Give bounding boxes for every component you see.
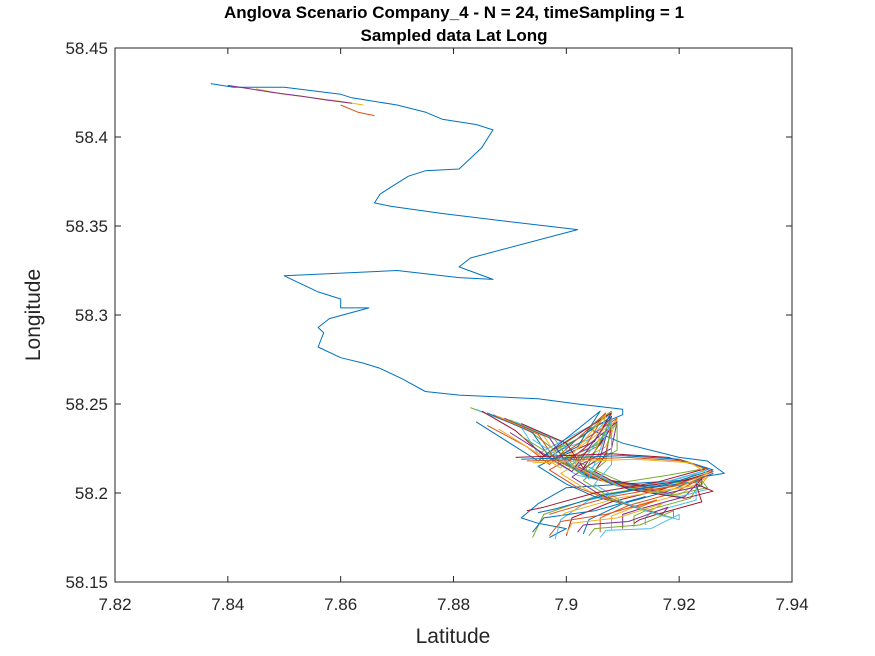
plot-area: [114, 47, 793, 583]
series-line-1: [210, 83, 725, 538]
y-tick-label: 58.35: [65, 217, 108, 236]
series-line-24: [532, 458, 708, 517]
y-tick-label: 58.2: [75, 484, 108, 503]
series-line-20: [532, 419, 680, 538]
x-axis-label: Latitude: [416, 625, 491, 648]
series-line-16: [487, 412, 658, 537]
series-layer: [210, 83, 725, 540]
x-tick-label: 7.94: [775, 595, 808, 614]
y-tick-label: 58.4: [75, 128, 108, 147]
x-tick-label: 7.84: [211, 595, 244, 614]
y-axis-label: Longitude: [22, 269, 45, 361]
tick-layer: 7.82 7.84 7.86 7.88 7.9 7.92 7.94 58.15 58.2 58.2…: [65, 39, 808, 614]
y-tick-label: 58.25: [65, 395, 108, 414]
x-tick-label: 7.92: [663, 595, 696, 614]
series-line-19: [520, 417, 674, 537]
x-tick-label: 7.9: [555, 595, 579, 614]
y-tick-label: 58.3: [75, 306, 108, 325]
series-line-18: [509, 416, 669, 533]
y-tick-label: 58.15: [65, 573, 108, 592]
series-line-5: [470, 407, 708, 538]
series-line-17: [498, 414, 663, 535]
series-line-4: [227, 84, 352, 104]
chart-title: Anglova Scenario Company_4 - N = 24, tim…: [224, 3, 684, 22]
series-line-2: [340, 104, 375, 117]
chart-subtitle: Sampled data Lat Long: [360, 26, 547, 45]
x-tick-label: 7.88: [437, 595, 470, 614]
x-tick-label: 7.86: [324, 595, 357, 614]
series-line-10: [498, 416, 708, 531]
y-tick-label: 58.45: [65, 39, 108, 58]
series-line-22: [521, 455, 714, 514]
x-tick-label: 7.82: [98, 595, 131, 614]
series-line-23: [526, 456, 714, 515]
